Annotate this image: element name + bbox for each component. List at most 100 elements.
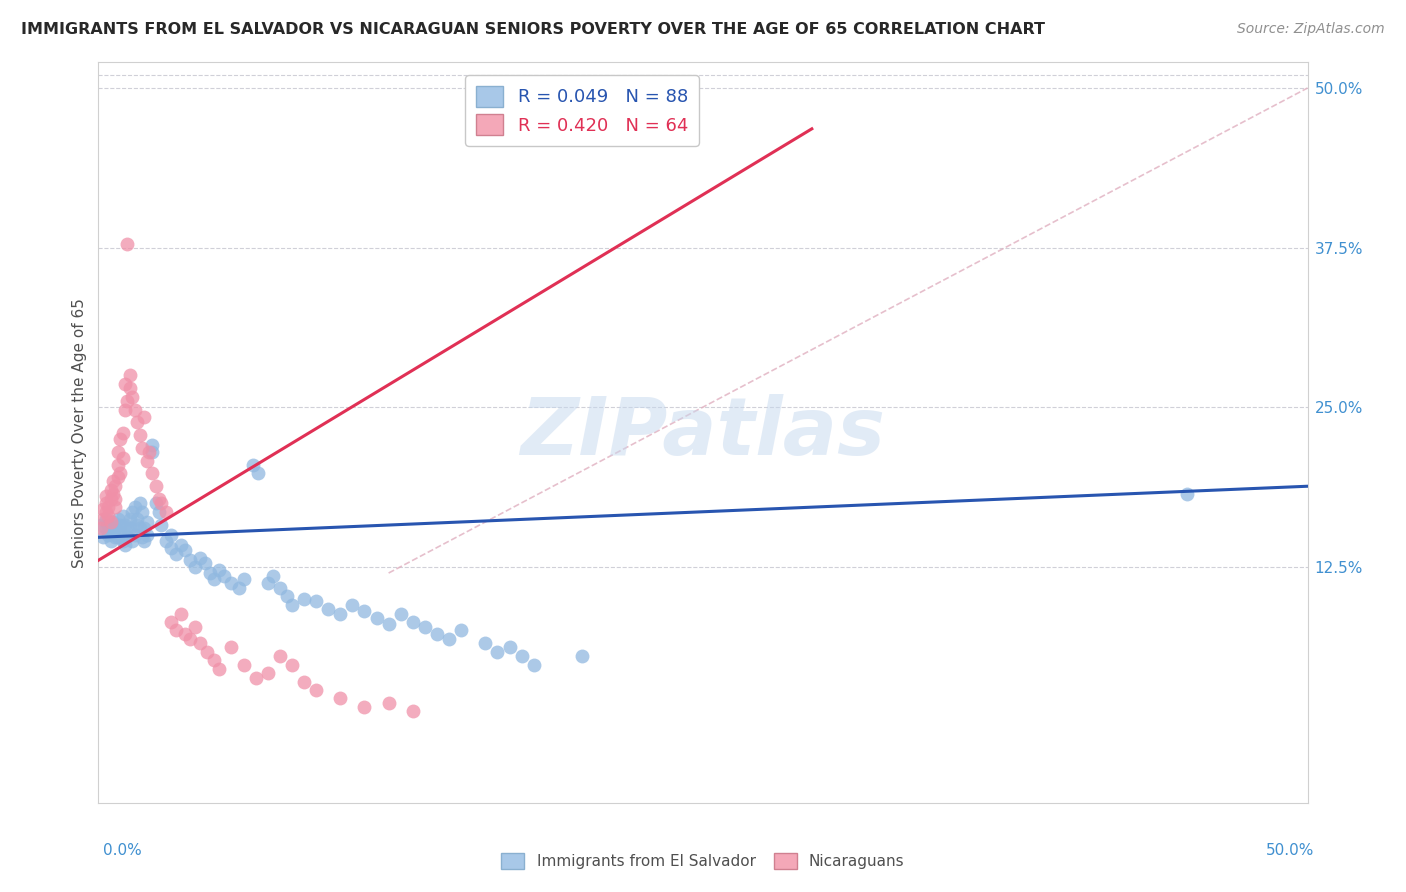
- Point: [90, 521, 112, 535]
- Point: [188, 636, 211, 650]
- Point: [402, 704, 425, 718]
- Point: [204, 573, 226, 587]
- Y-axis label: Seniors Poverty Over the Age of 65: Seniors Poverty Over the Age of 65: [72, 298, 87, 567]
- Point: [160, 527, 183, 541]
- Point: [91, 502, 114, 516]
- Point: [155, 534, 177, 549]
- Point: [247, 467, 270, 481]
- Point: [523, 657, 546, 672]
- Point: [228, 582, 250, 596]
- Point: [195, 645, 218, 659]
- Point: [94, 496, 117, 510]
- Point: [138, 444, 160, 458]
- Point: [100, 515, 122, 529]
- Point: [97, 517, 120, 532]
- Point: [127, 517, 149, 532]
- Point: [107, 512, 129, 526]
- Point: [571, 648, 593, 663]
- Point: [101, 525, 124, 540]
- Point: [118, 381, 141, 395]
- Point: [150, 496, 173, 510]
- Point: [329, 691, 352, 706]
- Point: [118, 521, 141, 535]
- Point: [145, 496, 167, 510]
- Point: [329, 607, 352, 621]
- Legend: Immigrants from El Salvador, Nicaraguans: Immigrants from El Salvador, Nicaraguans: [495, 847, 911, 875]
- Point: [474, 636, 496, 650]
- Point: [221, 640, 243, 654]
- Point: [281, 598, 304, 612]
- Point: [94, 521, 117, 535]
- Point: [498, 640, 520, 654]
- Point: [104, 530, 127, 544]
- Point: [208, 662, 231, 676]
- Point: [117, 236, 139, 251]
- Point: [118, 368, 141, 383]
- Point: [141, 444, 163, 458]
- Point: [316, 601, 339, 615]
- Point: [184, 559, 207, 574]
- Point: [134, 521, 156, 535]
- Point: [104, 479, 127, 493]
- Point: [90, 517, 112, 532]
- Point: [94, 490, 117, 504]
- Point: [232, 573, 254, 587]
- Point: [121, 505, 143, 519]
- Text: Source: ZipAtlas.com: Source: ZipAtlas.com: [1237, 22, 1385, 37]
- Point: [377, 617, 399, 632]
- Point: [101, 487, 124, 501]
- Point: [276, 589, 298, 603]
- Point: [114, 517, 136, 532]
- Point: [128, 521, 150, 535]
- Point: [128, 428, 150, 442]
- Text: ZIPatlas: ZIPatlas: [520, 393, 886, 472]
- Point: [165, 624, 187, 638]
- Point: [111, 534, 134, 549]
- Point: [305, 594, 328, 608]
- Point: [131, 505, 153, 519]
- Point: [108, 432, 131, 446]
- Point: [221, 576, 243, 591]
- Point: [342, 598, 364, 612]
- Point: [108, 517, 131, 532]
- Point: [107, 444, 129, 458]
- Point: [135, 527, 157, 541]
- Point: [117, 530, 139, 544]
- Point: [353, 604, 375, 618]
- Point: [174, 627, 197, 641]
- Point: [145, 479, 167, 493]
- Point: [104, 500, 127, 514]
- Point: [104, 521, 127, 535]
- Point: [165, 547, 187, 561]
- Point: [114, 402, 136, 417]
- Point: [174, 543, 197, 558]
- Point: [91, 512, 114, 526]
- Point: [111, 508, 134, 523]
- Point: [94, 512, 117, 526]
- Point: [292, 674, 315, 689]
- Point: [101, 474, 124, 488]
- Point: [179, 553, 201, 567]
- Point: [305, 683, 328, 698]
- Point: [134, 410, 156, 425]
- Point: [128, 496, 150, 510]
- Point: [100, 483, 122, 497]
- Point: [256, 665, 278, 680]
- Point: [118, 512, 141, 526]
- Point: [194, 556, 217, 570]
- Point: [198, 566, 221, 580]
- Point: [245, 671, 267, 685]
- Point: [256, 576, 278, 591]
- Point: [353, 700, 375, 714]
- Point: [117, 393, 139, 408]
- Point: [292, 591, 315, 606]
- Point: [269, 582, 291, 596]
- Point: [114, 377, 136, 392]
- Point: [242, 458, 264, 472]
- Point: [107, 530, 129, 544]
- Point: [141, 467, 163, 481]
- Point: [135, 515, 157, 529]
- Point: [413, 620, 436, 634]
- Point: [437, 632, 460, 647]
- Point: [486, 645, 509, 659]
